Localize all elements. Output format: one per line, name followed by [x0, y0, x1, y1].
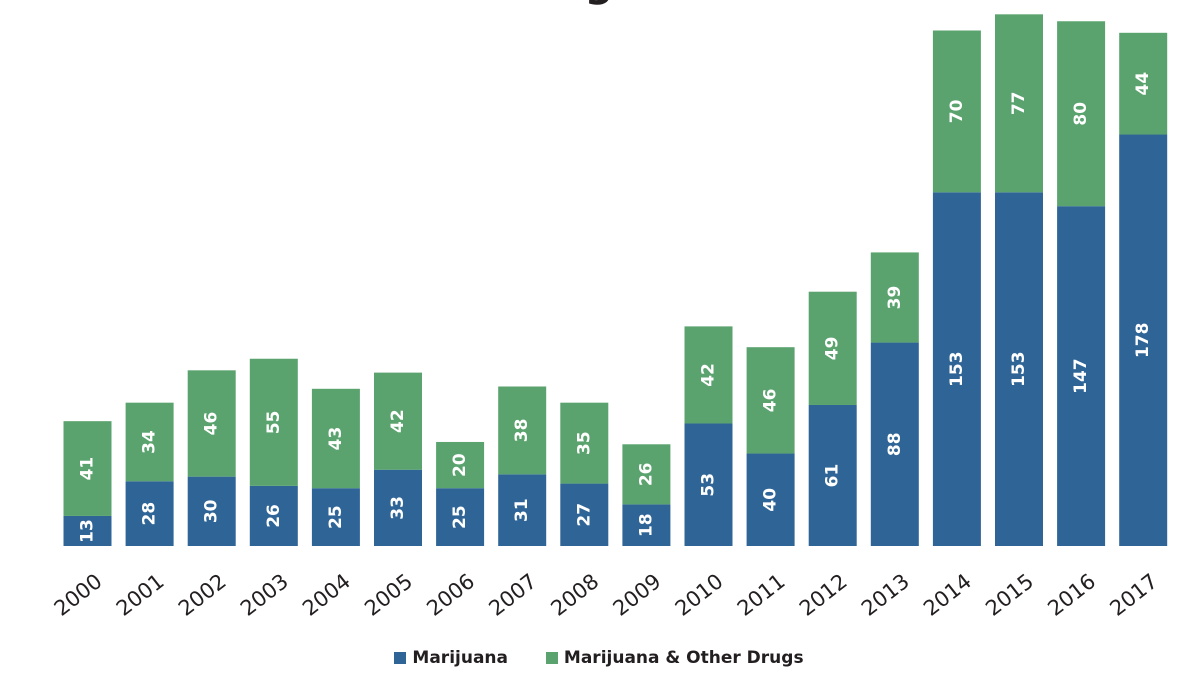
data-label-marijuana-other-drugs-2016: 80	[1071, 102, 1091, 126]
data-label-marijuana-other-drugs-2001: 34	[140, 430, 160, 454]
data-label-marijuana-other-drugs-2004: 43	[326, 427, 346, 451]
x-tick-label-2016: 2016	[1043, 569, 1100, 621]
bar-segment-marijuana-other-drugs-2010	[684, 326, 733, 424]
x-tick-label-2011: 2011	[733, 569, 790, 621]
chart-legend: Marijuana Marijuana & Other Drugs	[0, 648, 1198, 669]
x-tick-label-2017: 2017	[1105, 569, 1162, 621]
bar-segment-marijuana-other-drugs-2009	[622, 444, 671, 505]
bar-segment-marijuana-2009	[622, 504, 671, 546]
x-tick-label-2005: 2005	[360, 569, 417, 621]
legend-swatch-marijuana	[394, 652, 407, 664]
data-label-marijuana-2014: 153	[947, 351, 967, 387]
legend-item-marijuana-other-drugs: Marijuana & Other Drugs	[545, 648, 804, 668]
data-label-marijuana-other-drugs-2005: 42	[388, 409, 408, 433]
data-label-marijuana-other-drugs-2007: 38	[512, 419, 532, 443]
bar-segment-marijuana-2000	[63, 515, 112, 546]
data-label-marijuana-2003: 26	[264, 504, 284, 528]
bar-segment-marijuana-2015	[995, 192, 1043, 546]
data-label-marijuana-2011: 40	[761, 488, 781, 512]
bar-segment-marijuana-other-drugs-2011	[746, 347, 795, 454]
bar-segment-marijuana-2008	[560, 483, 609, 546]
x-tick-label-2007: 2007	[484, 569, 541, 621]
data-label-marijuana-other-drugs-2009: 26	[636, 463, 656, 487]
x-tick-label-2008: 2008	[546, 569, 603, 621]
data-label-marijuana-other-drugs-2015: 77	[1009, 91, 1029, 115]
bar-segment-marijuana-other-drugs-2012	[808, 291, 857, 405]
data-label-marijuana-2000: 13	[78, 519, 98, 543]
bar-segment-marijuana-2003	[249, 485, 298, 546]
data-label-marijuana-other-drugs-2012: 49	[823, 337, 843, 361]
data-label-marijuana-other-drugs-2014: 70	[947, 99, 967, 123]
data-label-marijuana-2009: 18	[636, 513, 656, 537]
bar-segment-marijuana-2007	[498, 474, 547, 546]
x-tick-label-2009: 2009	[609, 569, 666, 621]
x-tick-label-2013: 2013	[857, 569, 914, 621]
bar-segment-marijuana-2011	[746, 453, 795, 546]
x-tick-label-2001: 2001	[112, 569, 169, 621]
bar-segment-marijuana-2006	[436, 488, 485, 546]
x-tick-label-2003: 2003	[236, 569, 293, 621]
bar-segment-marijuana-other-drugs-2015	[995, 14, 1043, 193]
x-tick-label-2002: 2002	[174, 569, 231, 621]
bar-segment-marijuana-other-drugs-2017	[1119, 32, 1168, 135]
legend-item-marijuana: Marijuana	[394, 648, 508, 668]
data-label-marijuana-other-drugs-2003: 55	[264, 410, 284, 434]
bar-segment-marijuana-2010	[684, 423, 733, 546]
data-label-marijuana-2017: 178	[1133, 323, 1153, 359]
legend-label-marijuana: Marijuana	[412, 648, 508, 668]
data-label-marijuana-other-drugs-2010: 42	[699, 363, 719, 387]
data-label-marijuana-2015: 153	[1009, 351, 1029, 387]
bar-segment-marijuana-other-drugs-2000	[63, 421, 112, 516]
x-tick-label-2015: 2015	[981, 569, 1038, 621]
bar-segment-marijuana-2014	[932, 192, 981, 546]
data-label-marijuana-other-drugs-2002: 46	[202, 412, 222, 436]
data-label-marijuana-2012: 61	[823, 464, 843, 488]
data-label-marijuana-2013: 88	[885, 432, 905, 456]
data-label-marijuana-other-drugs-2000: 41	[78, 457, 98, 481]
data-label-marijuana-2001: 28	[140, 502, 160, 526]
data-label-marijuana-2010: 53	[699, 473, 719, 497]
legend-label-marijuana-other-drugs: Marijuana & Other Drugs	[563, 648, 804, 668]
bar-segment-marijuana-other-drugs-2016	[1057, 21, 1106, 207]
data-label-marijuana-2008: 27	[574, 503, 594, 527]
bar-segment-marijuana-2002	[187, 476, 236, 546]
bar-segment-marijuana-other-drugs-2008	[560, 402, 609, 484]
bar-segment-marijuana-other-drugs-2014	[932, 30, 981, 193]
bar-segment-marijuana-other-drugs-2003	[249, 358, 298, 486]
x-tick-label-2010: 2010	[671, 569, 728, 621]
data-label-marijuana-2006: 25	[450, 505, 470, 529]
bar-segment-marijuana-2005	[374, 469, 422, 546]
bar-segment-marijuana-2012	[808, 404, 857, 546]
bar-segment-marijuana-2017	[1119, 134, 1168, 547]
bar-segment-marijuana-2013	[870, 342, 919, 546]
data-label-marijuana-2016: 147	[1071, 358, 1091, 394]
data-label-marijuana-2007: 31	[512, 498, 532, 522]
x-tick-label-2012: 2012	[795, 569, 852, 621]
bar-segment-marijuana-2016	[1057, 206, 1106, 546]
data-label-marijuana-other-drugs-2008: 35	[574, 431, 594, 455]
bar-segment-marijuana-other-drugs-2013	[870, 252, 919, 343]
x-tick-label-2004: 2004	[298, 569, 355, 621]
bar-segment-marijuana-other-drugs-2004	[311, 388, 360, 489]
x-tick-label-2014: 2014	[919, 569, 976, 621]
x-tick-label-2000: 2000	[50, 569, 107, 621]
data-label-marijuana-2005: 33	[388, 496, 408, 520]
data-label-marijuana-2002: 30	[202, 499, 222, 523]
x-tick-label-2006: 2006	[422, 569, 479, 621]
bar-segment-marijuana-2004	[311, 488, 360, 546]
data-label-marijuana-other-drugs-2017: 44	[1133, 72, 1153, 96]
data-label-marijuana-other-drugs-2011: 46	[761, 389, 781, 413]
data-label-marijuana-other-drugs-2006: 20	[450, 453, 470, 477]
data-label-marijuana-2004: 25	[326, 505, 346, 529]
data-label-marijuana-other-drugs-2013: 39	[885, 286, 905, 310]
bar-segment-marijuana-other-drugs-2006	[436, 441, 485, 489]
legend-swatch-marijuana-other-drugs	[545, 652, 558, 664]
bar-segment-marijuana-other-drugs-2001	[125, 402, 174, 482]
bar-segment-marijuana-other-drugs-2005	[374, 372, 422, 470]
bar-segment-marijuana-other-drugs-2002	[187, 370, 236, 477]
bar-segment-marijuana-2001	[125, 481, 174, 546]
chart-title-fragment: g	[0, 0, 1198, 6]
bar-segment-marijuana-other-drugs-2007	[498, 386, 547, 475]
